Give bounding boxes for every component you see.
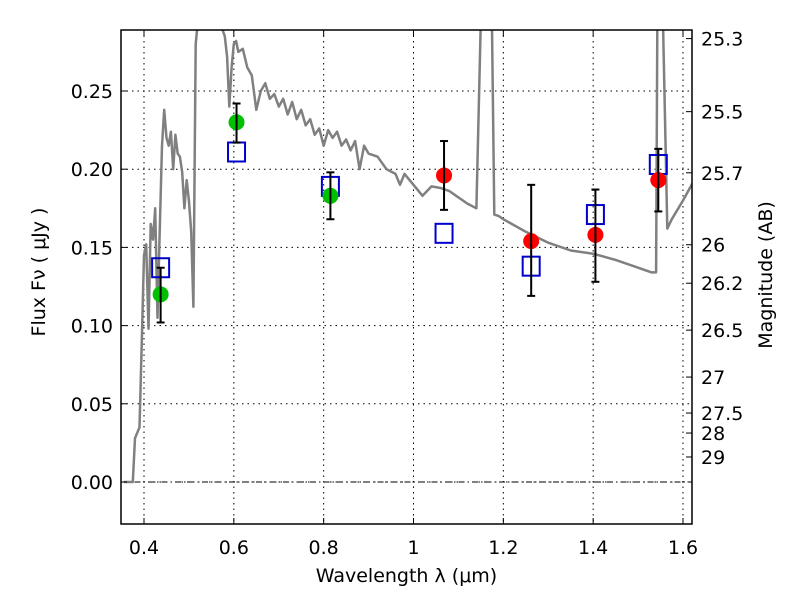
right-tick-label: 29 bbox=[701, 447, 725, 469]
y-tick-label: 0.10 bbox=[71, 316, 113, 338]
right-tick-label: 25.3 bbox=[701, 29, 743, 51]
y-tick-label: 0.20 bbox=[71, 159, 113, 181]
right-tick-label: 27.5 bbox=[701, 403, 743, 425]
x-tick-label: 1.2 bbox=[488, 537, 518, 559]
y-axis-label: Flux Fν ( μJy ) bbox=[28, 208, 50, 337]
right-tick-label: 27 bbox=[701, 367, 725, 389]
spectrum-layer bbox=[123, 30, 692, 484]
model-square-marker bbox=[227, 141, 247, 163]
y-tick-label: 0.00 bbox=[71, 472, 113, 494]
y-tick-label: 0.15 bbox=[71, 237, 113, 259]
right-tick-label: 25.7 bbox=[701, 163, 743, 185]
x-tick-label: 1.6 bbox=[668, 537, 698, 559]
x-tick-label: 1.4 bbox=[578, 537, 608, 559]
right-tick-label: 28 bbox=[701, 423, 725, 445]
plot-frame bbox=[120, 29, 693, 525]
x-axis-label: Wavelength λ (μm) bbox=[316, 565, 497, 587]
y-axis-right-label: Magnitude (AB) bbox=[755, 201, 777, 349]
model-square-marker bbox=[434, 222, 454, 244]
x-tick-label: 1 bbox=[407, 537, 419, 559]
x-tick-label: 0.8 bbox=[309, 537, 339, 559]
grid-lines bbox=[121, 30, 692, 524]
y-tick-label: 0.25 bbox=[71, 81, 113, 103]
spectrum-line bbox=[123, 30, 692, 484]
x-tick-label: 0.4 bbox=[129, 537, 159, 559]
right-tick-label: 25.5 bbox=[701, 102, 743, 124]
right-tick-label: 26.2 bbox=[701, 273, 743, 295]
right-tick-label: 26 bbox=[701, 235, 725, 257]
right-tick-label: 26.5 bbox=[701, 320, 743, 342]
y-tick-label: 0.05 bbox=[71, 394, 113, 416]
x-tick-label: 0.6 bbox=[219, 537, 249, 559]
ticks: 0.4 0.6 0.8 1 1.2 1.4 1.6 0.00 0.05 0.10 0.15 0.20 0… bbox=[71, 29, 744, 559]
points-layer bbox=[151, 102, 668, 324]
